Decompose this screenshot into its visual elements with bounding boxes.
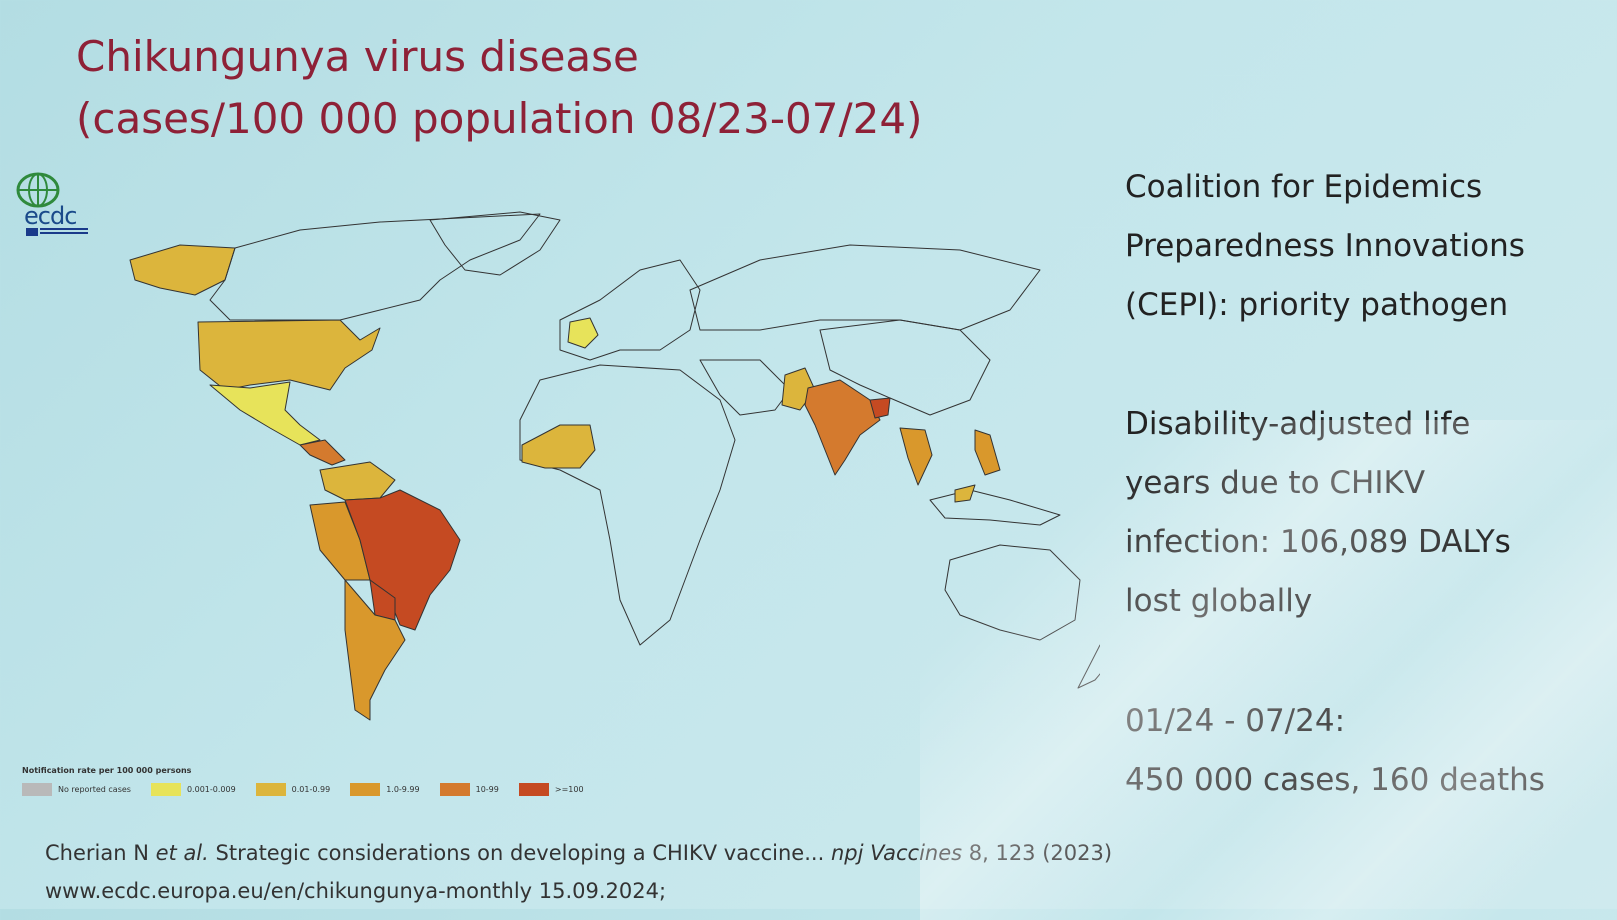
map-usa xyxy=(197,319,381,391)
ecdc-logo: ecdc xyxy=(10,172,100,246)
map-europe xyxy=(559,259,701,361)
map-indonesia-hot xyxy=(954,484,976,503)
map-north-south-america xyxy=(319,461,396,501)
logo-text: ecdc xyxy=(24,202,77,230)
legend-swatch xyxy=(255,783,286,796)
ref-journal: npj Vaccines xyxy=(830,841,963,865)
map-mexico xyxy=(209,381,321,446)
legend-label: 1.0-9.99 xyxy=(386,785,420,794)
map-bangladesh xyxy=(869,397,891,419)
legend-item: 1.0-9.99 xyxy=(350,783,420,796)
legend-title: Notification rate per 100 000 persons xyxy=(22,766,192,775)
stats-line-2: 450 000 cases, 160 deaths xyxy=(1125,762,1545,798)
daly-line-1: Disability-adjusted life xyxy=(1125,406,1471,442)
legend-row: No reported cases 0.001-0.009 0.01-0.99 … xyxy=(22,783,584,796)
map-middle-east xyxy=(699,359,791,416)
map-india xyxy=(804,379,881,476)
cepi-text: Coalition for Epidemics Preparedness Inn… xyxy=(1125,158,1525,335)
map-canada xyxy=(209,213,541,321)
legend-label: >=100 xyxy=(554,785,584,794)
daly-text: Disability-adjusted life years due to CH… xyxy=(1125,395,1511,631)
legend-item: No reported cases xyxy=(22,783,131,796)
legend-label: No reported cases xyxy=(58,785,131,794)
legend-item: 0.001-0.009 xyxy=(150,783,236,796)
legend-item: 0.01-0.99 xyxy=(255,783,331,796)
map-africa xyxy=(519,364,736,646)
references: Cherian N et al. Strategic consideration… xyxy=(45,834,1112,910)
legend-label: 10-99 xyxy=(475,785,499,794)
legend-swatch xyxy=(350,783,381,796)
daly-line-2: years due to CHIKV xyxy=(1125,465,1426,501)
cepi-line-1: Coalition for Epidemics xyxy=(1125,169,1483,205)
map-alaska xyxy=(129,244,236,296)
daly-line-3: infection: 106,089 DALYs xyxy=(1125,524,1511,560)
map-thailand xyxy=(899,427,933,486)
world-map xyxy=(129,211,1100,721)
map-new-zealand xyxy=(1077,644,1100,689)
map-australia xyxy=(944,544,1081,641)
map-central-america xyxy=(299,439,346,466)
ref-authors: Cherian N xyxy=(45,841,156,865)
map-china xyxy=(819,319,991,416)
title-line-2: (cases/100 000 population 08/23-07/24) xyxy=(76,94,923,143)
legend-swatch xyxy=(150,783,181,796)
cepi-line-3: (CEPI): priority pathogen xyxy=(1125,287,1509,323)
map-philippines xyxy=(974,429,1001,476)
reference-line-1: Cherian N et al. Strategic consideration… xyxy=(45,834,1112,872)
stats-text: 01/24 - 07/24: 450 000 cases, 160 deaths xyxy=(1125,692,1545,810)
map-argentina xyxy=(344,579,406,721)
map-legend: Notification rate per 100 000 persons No… xyxy=(22,766,584,796)
title-line-1: Chikungunya virus disease xyxy=(76,32,639,81)
cepi-line-2: Preparedness Innovations xyxy=(1125,228,1525,264)
ref-etal: et al. xyxy=(155,841,209,865)
legend-item: >=100 xyxy=(518,783,584,796)
map-russia xyxy=(689,244,1041,331)
map-west-africa xyxy=(521,424,596,469)
legend-swatch xyxy=(22,783,52,796)
legend-swatch xyxy=(439,783,470,796)
legend-swatch xyxy=(518,783,549,796)
slide-title: Chikungunya virus disease (cases/100 000… xyxy=(76,26,922,150)
legend-label: 0.001-0.009 xyxy=(186,785,236,794)
stats-line-1: 01/24 - 07/24: xyxy=(1125,703,1346,739)
daly-line-4: lost globally xyxy=(1125,583,1313,619)
ref-title: Strategic considerations on developing a… xyxy=(208,841,831,865)
map-indonesia xyxy=(929,489,1061,526)
reference-line-2: www.ecdc.europa.eu/en/chikungunya-monthl… xyxy=(45,879,667,903)
legend-label: 0.01-0.99 xyxy=(291,785,331,794)
map-france xyxy=(567,317,599,349)
globe-icon xyxy=(16,172,88,236)
ref-citation: 8, 123 (2023) xyxy=(962,841,1113,865)
legend-item: 10-99 xyxy=(439,783,499,796)
map-greenland xyxy=(429,211,561,276)
